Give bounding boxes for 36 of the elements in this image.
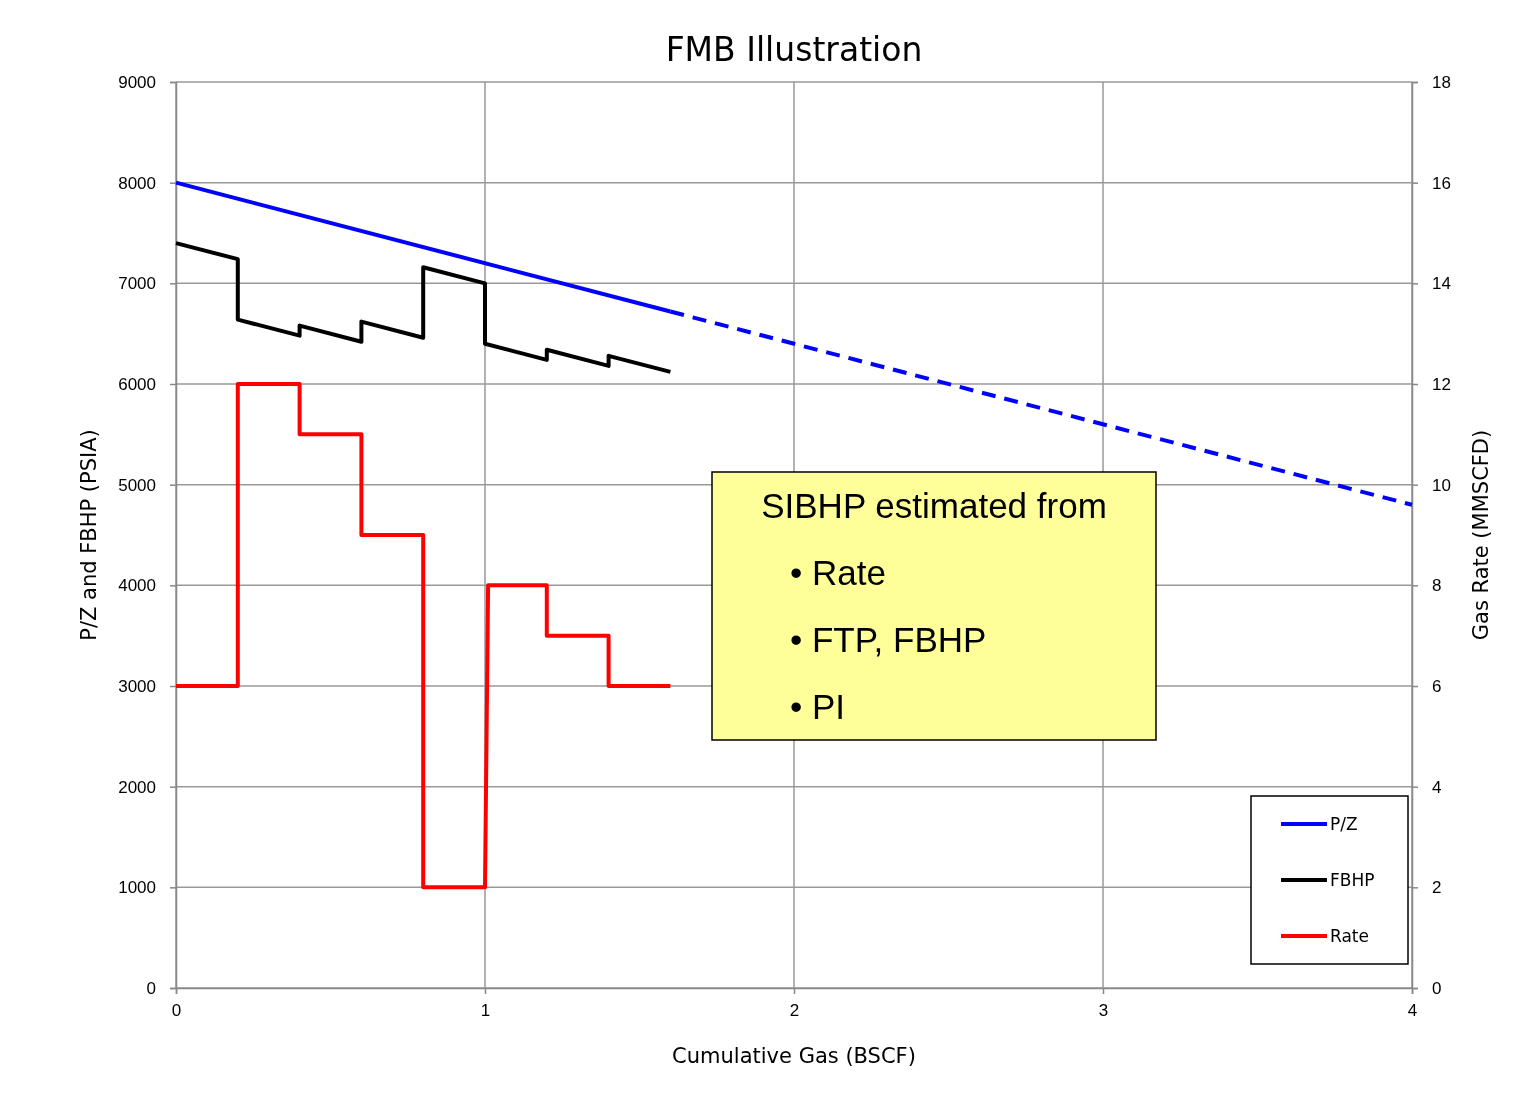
y-tick-label: 7000 [118,274,156,294]
y2-tick-label: 16 [1432,173,1451,193]
y2-tick-label: 2 [1432,878,1442,898]
legend-label: FBHP [1330,870,1375,890]
y2-tick-label: 10 [1432,475,1451,495]
y2-tick-label: 18 [1432,72,1451,92]
y-tick-label: 8000 [118,173,156,193]
legend-label: P/Z [1330,814,1358,834]
y2-tick-label: 0 [1432,978,1442,998]
y2-tick-label: 12 [1432,374,1451,394]
x-tick-label: 2 [789,1000,800,1020]
y-tick-label: 6000 [118,374,156,394]
x-axis-title: Cumulative Gas (BSCF) [672,1044,916,1068]
y-tick-label: 3000 [118,676,156,696]
y-tick-label: 2000 [118,777,156,797]
y2-tick-label: 14 [1432,274,1451,294]
y-axis-title: P/Z and FBHP (PSIA) [77,429,101,641]
y-tick-label: 1000 [118,878,156,898]
y2-tick-label: 8 [1432,576,1442,596]
legend-label: Rate [1330,926,1369,946]
annotation: • Rate [790,553,886,592]
x-tick-label: 0 [171,1000,182,1020]
y-tick-label: 0 [146,978,156,998]
annotation: • PI [790,687,846,726]
annotation: SIBHP estimated from [761,486,1107,525]
annotation: • FTP, FBHP [790,620,987,659]
y2-tick-label: 6 [1432,676,1442,696]
y2-axis-title: Gas Rate (MMSCFD) [1469,429,1493,641]
chart-title: FMB Illustration [665,30,923,69]
x-tick-label: 3 [1098,1000,1109,1020]
y-tick-label: 4000 [118,576,156,596]
y-tick-label: 5000 [118,475,156,495]
x-tick-label: 4 [1407,1000,1418,1020]
y-tick-label: 9000 [118,72,156,92]
y2-tick-label: 4 [1432,777,1442,797]
x-tick-label: 1 [480,1000,491,1020]
